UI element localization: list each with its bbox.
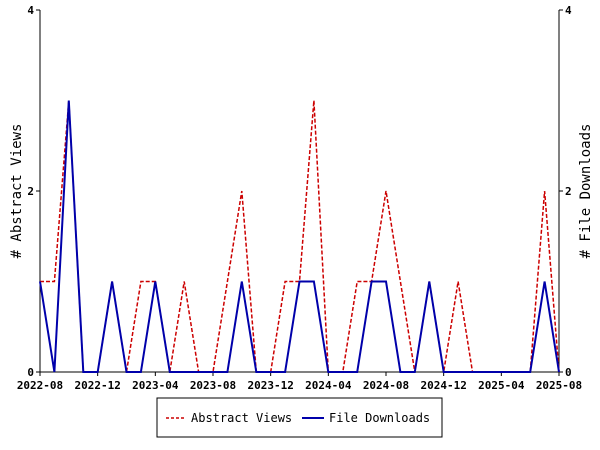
x-tick-label: 2024-04 bbox=[305, 379, 352, 392]
series-line-file-downloads bbox=[39, 100, 560, 373]
x-tick-label: 2023-12 bbox=[247, 379, 293, 392]
x-tick-label: 2024-08 bbox=[363, 379, 409, 392]
legend-box bbox=[156, 397, 443, 438]
right-axis-title: # File Downloads bbox=[578, 124, 594, 259]
y-tick-label: 4 bbox=[27, 4, 34, 17]
y2-tick-label: 2 bbox=[565, 185, 572, 198]
legend-label-abstract-views: Abstract Views bbox=[191, 411, 292, 425]
x-tick-label: 2023-08 bbox=[190, 379, 236, 392]
x-tick-label: 2025-08 bbox=[536, 379, 582, 392]
y2-tick-label: 4 bbox=[565, 4, 572, 17]
x-tick-label: 2022-12 bbox=[74, 379, 120, 392]
y-tick-label: 2 bbox=[27, 185, 34, 198]
legend: Abstract Views File Downloads bbox=[156, 397, 443, 438]
y-tick-label: 0 bbox=[27, 366, 34, 379]
x-axis: 2022-08 2022-12 2023-04 2023-08 2023-12 2024-… bbox=[17, 372, 582, 392]
left-axis-title: # Abstract Views bbox=[9, 124, 25, 259]
left-y-axis: 0 2 4 bbox=[27, 4, 40, 379]
y2-tick-label: 0 bbox=[565, 366, 572, 379]
x-tick-label: 2022-08 bbox=[17, 379, 63, 392]
x-tick-label: 2025-04 bbox=[478, 379, 525, 392]
series-lines bbox=[39, 100, 560, 373]
right-y-axis: 0 2 4 bbox=[559, 4, 572, 379]
x-tick-label: 2023-04 bbox=[132, 379, 179, 392]
x-tick-label: 2024-12 bbox=[420, 379, 466, 392]
legend-label-file-downloads: File Downloads bbox=[329, 411, 430, 425]
series-line-abstract-views bbox=[40, 100, 560, 373]
